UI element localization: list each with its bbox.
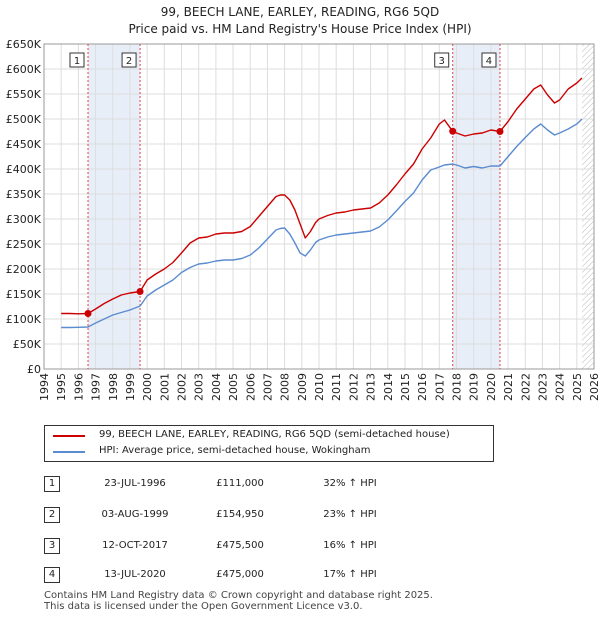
- x-tick-label: 2003: [193, 373, 206, 401]
- y-tick-label: £100K: [6, 313, 42, 326]
- y-tick-label: £450K: [6, 138, 42, 151]
- sale-row: 4 13-JUL-2020 £475,000 17% ↑ HPI: [0, 567, 600, 587]
- x-tick-label: 2000: [141, 373, 154, 401]
- sale-date: 23-JUL-1996: [104, 478, 166, 489]
- x-tick-label: 2012: [347, 373, 360, 401]
- sale-point: [496, 128, 504, 135]
- x-tick-label: 2021: [502, 373, 515, 401]
- sale-marker-label: 3: [439, 56, 445, 67]
- sale-date: 13-JUL-2020: [104, 569, 166, 580]
- sale-hpi-diff: 17% ↑ HPI: [323, 569, 377, 580]
- x-tick-label: 2020: [485, 373, 498, 401]
- sale-hpi-diff: 32% ↑ HPI: [323, 478, 377, 489]
- x-tick-label: 2006: [244, 373, 257, 401]
- sale-point: [84, 310, 92, 317]
- x-tick-label: 2016: [416, 373, 429, 401]
- y-tick-label: £500K: [6, 113, 42, 126]
- sale-number-badge: 1: [44, 476, 60, 492]
- x-tick-label: 2005: [227, 373, 240, 401]
- x-tick-label: 2026: [588, 373, 600, 401]
- legend-label-property: 99, BEECH LANE, EARLEY, READING, RG6 5QD…: [99, 429, 450, 440]
- legend-swatch-property: [53, 435, 85, 437]
- sale-hpi-diff: 23% ↑ HPI: [323, 509, 377, 520]
- sale-point: [449, 127, 457, 135]
- future-hatch: [581, 44, 594, 369]
- y-tick-label: £0: [27, 363, 41, 376]
- hpi-line: [61, 118, 583, 329]
- y-tick-label: £400K: [6, 163, 42, 176]
- sale-marker-label: 4: [486, 56, 492, 67]
- y-tick-label: £300K: [6, 213, 42, 226]
- x-tick-label: 2010: [313, 373, 326, 401]
- footer-copyright: Contains HM Land Registry data © Crown c…: [44, 590, 433, 601]
- sale-price: £111,000: [216, 478, 264, 489]
- sale-marker-box: [481, 52, 497, 68]
- legend: 99, BEECH LANE, EARLEY, READING, RG6 5QD…: [44, 425, 494, 462]
- sale-row: 1 23-JUL-1996 £111,000 32% ↑ HPI: [0, 476, 600, 496]
- y-tick-label: £650K: [6, 38, 42, 51]
- legend-swatch-hpi: [53, 451, 85, 453]
- x-tick-label: 2015: [399, 373, 412, 401]
- price-chart: £0 £50K £100K £150K £200K £250K £300K £350K £400…: [6, 38, 600, 401]
- y-tick-label: £250K: [6, 238, 42, 251]
- x-tick-label: 2014: [382, 373, 395, 401]
- y-tick-label: £600K: [6, 63, 42, 76]
- x-tick-label: 2002: [176, 373, 189, 401]
- x-tick-label: 1999: [124, 373, 137, 401]
- legend-label-hpi: HPI: Average price, semi-detached house,…: [99, 445, 371, 456]
- x-tick-label: 1994: [38, 373, 51, 401]
- x-tick-label: 2023: [536, 373, 549, 401]
- ownership-shade: [452, 44, 500, 369]
- y-tick-label: £150K: [6, 288, 42, 301]
- x-tick-label: 2008: [279, 373, 292, 401]
- sale-marker-box: [121, 52, 137, 68]
- y-tick-label: £350K: [6, 188, 42, 201]
- x-tick-label: 2007: [261, 373, 274, 401]
- x-tick-label: 2013: [365, 373, 378, 401]
- sale-price: £154,950: [216, 509, 264, 520]
- x-tick-label: 2025: [571, 373, 584, 401]
- sale-price: £475,500: [216, 540, 264, 551]
- footer-license: This data is licensed under the Open Gov…: [44, 601, 363, 612]
- sale-hpi-diff: 16% ↑ HPI: [323, 540, 377, 551]
- sale-number-badge: 4: [44, 567, 60, 583]
- sale-marker-label: 1: [74, 56, 80, 67]
- sale-marker-box: [69, 52, 85, 68]
- x-tick-label: 1997: [90, 373, 103, 401]
- x-tick-label: 2004: [210, 373, 223, 401]
- sale-row: 3 12-OCT-2017 £475,500 16% ↑ HPI: [0, 538, 600, 558]
- x-tick-label: 2017: [433, 373, 446, 401]
- x-tick-label: 2019: [468, 373, 481, 401]
- sale-price: £475,000: [216, 569, 264, 580]
- chart-subtitle: Price paid vs. HM Land Registry's House …: [128, 22, 472, 36]
- x-tick-label: 1996: [72, 373, 85, 401]
- sale-date: 03-AUG-1999: [101, 509, 169, 520]
- x-tick-label: 2009: [296, 373, 309, 401]
- x-tick-label: 2024: [554, 373, 567, 401]
- x-tick-label: 2001: [158, 373, 171, 401]
- x-tick-label: 1995: [55, 373, 68, 401]
- x-tick-label: 1998: [107, 373, 120, 401]
- x-tick-label: 2018: [451, 373, 464, 401]
- sale-point: [136, 288, 144, 296]
- sale-marker-label: 2: [126, 56, 132, 67]
- plot-border: [43, 43, 595, 370]
- y-tick-label: £550K: [6, 88, 42, 101]
- y-tick-label: £50K: [13, 338, 42, 351]
- y-tick-label: £200K: [6, 263, 42, 276]
- chart-title: 99, BEECH LANE, EARLEY, READING, RG6 5QD: [160, 5, 440, 19]
- sale-number-badge: 2: [44, 507, 60, 523]
- sale-marker-box: [434, 52, 450, 68]
- sale-row: 2 03-AUG-1999 £154,950 23% ↑ HPI: [0, 507, 600, 527]
- x-tick-label: 2022: [519, 373, 532, 401]
- x-tick-label: 2011: [330, 373, 343, 401]
- sale-date: 12-OCT-2017: [102, 540, 168, 551]
- sale-number-badge: 3: [44, 538, 60, 554]
